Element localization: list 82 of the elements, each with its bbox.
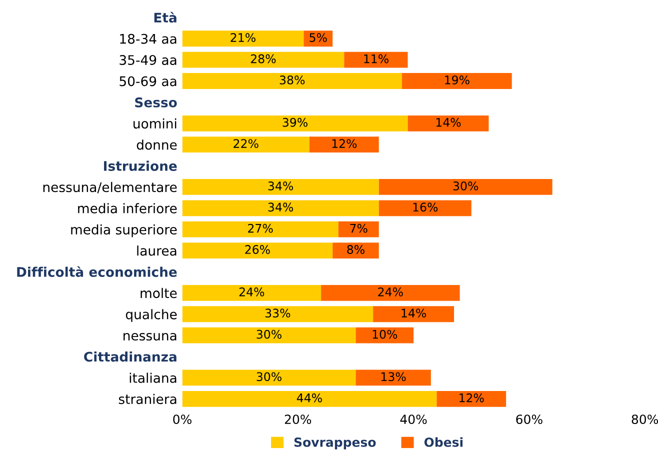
y-tick-label: donne — [136, 140, 177, 150]
bar — [182, 30, 304, 47]
bar — [182, 52, 344, 68]
y-tick-label: 35-49 aa — [120, 55, 176, 66]
data-label: 33% — [265, 308, 290, 318]
bar — [182, 221, 338, 238]
data-label: 11% — [364, 54, 388, 64]
data-label: 19% — [445, 76, 470, 84]
data-label: 13% — [381, 372, 406, 382]
y-tick-label: straniera — [118, 394, 176, 404]
data-label: 14% — [402, 308, 426, 318]
y-tick-label: media superiore — [71, 224, 177, 238]
y-tick-label: nessuna — [124, 332, 176, 341]
y-tick-label: Istruzione — [104, 160, 177, 171]
data-label: 7% — [350, 224, 368, 233]
bar — [182, 73, 402, 89]
bar — [356, 370, 431, 386]
data-label: 39% — [282, 118, 308, 127]
bar — [182, 327, 356, 344]
bar — [182, 200, 379, 216]
y-tick-label: 18-34 aa — [120, 34, 176, 44]
bar — [373, 306, 454, 322]
bar — [182, 306, 374, 322]
data-label: 12% — [332, 139, 357, 148]
data-label: 16% — [413, 202, 438, 212]
bar — [408, 115, 489, 132]
data-label: 22% — [234, 139, 258, 148]
x-tick-label: 0% — [173, 414, 192, 424]
y-tick-label: media inferiore — [78, 203, 177, 214]
bar — [321, 284, 460, 301]
y-tick-label: uomini — [134, 118, 176, 129]
bar — [182, 390, 437, 407]
bar — [378, 179, 552, 195]
bar — [338, 221, 379, 238]
y-tick-label: qualche — [126, 309, 177, 322]
bar — [182, 284, 322, 301]
bar — [344, 52, 408, 68]
bar — [182, 370, 356, 386]
bar — [332, 242, 379, 258]
data-label: 44% — [296, 393, 322, 402]
data-label: 8% — [347, 245, 364, 254]
x-tick-label: 80% — [632, 414, 658, 424]
data-label: 30% — [453, 181, 478, 190]
data-label: 38% — [280, 76, 305, 84]
bar — [304, 30, 333, 47]
bar — [182, 136, 310, 153]
data-label: 24% — [378, 287, 403, 296]
y-tick-label: italiana — [130, 372, 176, 383]
data-label: 10% — [372, 330, 398, 339]
legend-label: Sovrappeso — [294, 437, 376, 450]
data-label: 26% — [245, 245, 270, 254]
data-label: 27% — [248, 224, 273, 233]
data-label: 5% — [310, 33, 327, 42]
data-label: 12% — [460, 393, 484, 402]
data-label: 30% — [256, 330, 282, 339]
bar — [182, 179, 379, 195]
data-label: 34% — [268, 181, 294, 190]
bar — [182, 115, 408, 132]
x-tick-label: 40% — [400, 414, 427, 424]
y-tick-label: nessuna/elementare — [43, 182, 177, 194]
bar — [402, 73, 512, 89]
legend-label: Obesi — [424, 437, 462, 447]
bar — [182, 242, 333, 258]
y-tick-label: molte — [140, 288, 177, 298]
y-tick-label: Sesso — [135, 97, 177, 108]
bar — [378, 200, 472, 216]
y-tick-label: Cittadinanza — [84, 352, 176, 362]
data-label: 24% — [239, 287, 264, 296]
data-label: 14% — [436, 118, 461, 127]
data-label: 28% — [250, 54, 276, 64]
y-tick-label: Età — [154, 12, 176, 23]
data-label: 21% — [230, 33, 256, 42]
bar — [436, 390, 506, 407]
x-tick-label: 60% — [516, 414, 542, 424]
x-tick-label: 20% — [284, 414, 312, 424]
bar — [356, 327, 414, 344]
y-tick-label: laurea — [137, 246, 176, 256]
data-label: 34% — [268, 202, 294, 212]
bar — [309, 136, 379, 153]
data-label: 30% — [256, 372, 282, 382]
y-tick-label: 50-69 aa — [120, 76, 176, 86]
y-tick-label: Difficoltà economiche — [17, 266, 177, 277]
